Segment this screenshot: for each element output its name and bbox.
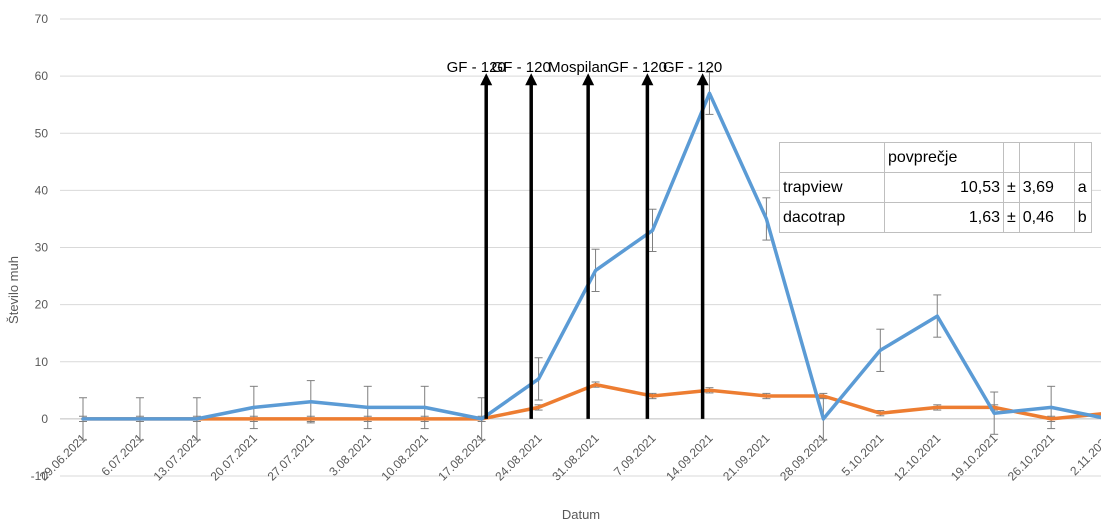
series-line-1: [81, 91, 1101, 421]
y-axis-title: Število muh: [6, 256, 21, 324]
error-bars: [79, 71, 1056, 441]
x-axis-title: Datum: [562, 507, 600, 522]
table-cell: 1,63: [884, 202, 1004, 233]
table-cell: 0,46: [1018, 202, 1075, 233]
treatment-label: Mospilan: [548, 59, 608, 76]
table-cell: ±: [1003, 172, 1020, 203]
x-tick-label: 5.10.2021: [839, 431, 887, 479]
x-tick-label: 3.08.2021: [326, 431, 374, 479]
y-tick-label: 0: [41, 412, 48, 426]
y-tick-label: -10: [31, 469, 49, 483]
y-tick-label: 10: [35, 355, 49, 369]
y-tick-label: 20: [35, 298, 49, 312]
y-tick-labels: -10 0 10 20 30 40 50 60 70: [31, 12, 49, 483]
arrow-head: [525, 73, 538, 86]
arrow-head: [696, 73, 709, 86]
arrow-head: [582, 73, 595, 86]
table-cell: 3,69: [1018, 172, 1075, 203]
treatment-label: GF - 120: [663, 59, 722, 76]
table-row: trapview 10,53 ± 3,69 a: [779, 172, 1092, 203]
table-cell: dacotrap: [779, 202, 885, 233]
series-line-2: [81, 382, 1101, 421]
y-tick-label: 40: [35, 183, 49, 197]
x-tick-label: 7.09.2021: [611, 431, 659, 479]
x-tick-label: 6.07.2021: [98, 431, 146, 479]
table-cell: [1018, 142, 1075, 173]
treatment-label: GF - 120: [608, 59, 667, 76]
y-tick-label: 70: [35, 12, 49, 26]
table-cell: [1073, 142, 1092, 173]
series-lines: [81, 91, 1101, 421]
table-cell: povprečje: [884, 142, 1004, 173]
table-row: dacotrap 1,63 ± 0,46 b: [779, 202, 1092, 233]
table-header-row: povprečje: [779, 142, 1092, 173]
table-cell: [779, 142, 885, 173]
x-tick-label: 2.11.2021: [1067, 431, 1101, 478]
treatment-label: GF - 120: [447, 59, 506, 76]
table-cell: b: [1073, 202, 1092, 233]
table-cell: 10,53: [884, 172, 1004, 203]
summary-table: povprečje trapview 10,53 ± 3,69 a dacotr…: [779, 142, 1092, 233]
table-cell: trapview: [779, 172, 885, 203]
y-tick-label: 60: [35, 69, 49, 83]
y-tick-label: 50: [35, 126, 49, 140]
table-cell: a: [1073, 172, 1092, 203]
y-tick-label: 30: [35, 241, 49, 255]
table-cell: ±: [1003, 202, 1020, 233]
table-cell: [1003, 142, 1020, 173]
treatment-label: GF - 120: [492, 59, 551, 76]
arrow-head: [641, 73, 654, 86]
arrow-head: [480, 73, 493, 86]
